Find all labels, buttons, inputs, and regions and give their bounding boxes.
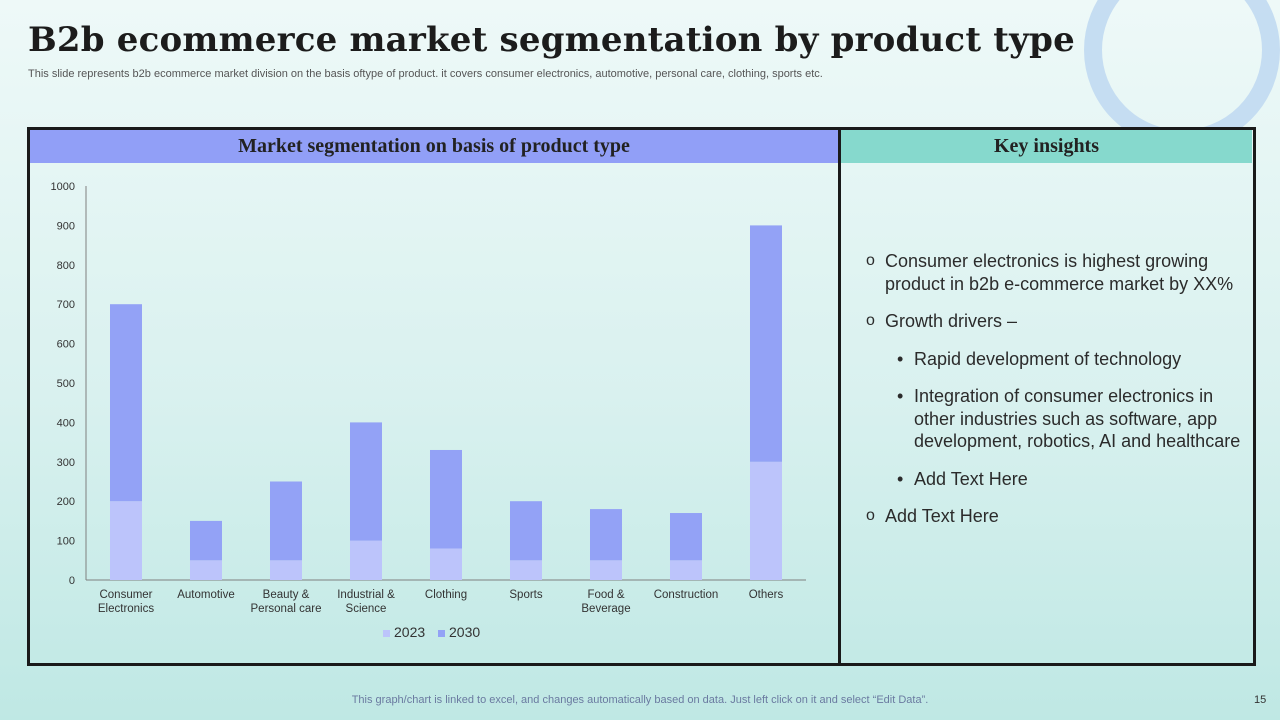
x-tick-label: Industrial & <box>337 589 395 601</box>
legend-label: 2023 <box>394 624 425 640</box>
bar-2023 <box>590 560 622 580</box>
bar-2030 <box>190 520 222 561</box>
insight-text: Add Text Here <box>885 506 999 526</box>
y-tick-label: 0 <box>69 575 75 587</box>
bar-2023 <box>750 461 782 580</box>
legend-label: 2030 <box>449 624 480 640</box>
insights-panel-header: Key insights <box>841 130 1252 163</box>
chart-panel-header: Market segmentation on basis of product … <box>30 130 838 163</box>
x-tick-label: Personal care <box>251 603 322 615</box>
bar-2030 <box>430 449 462 549</box>
bar-2030 <box>590 509 622 561</box>
decorative-ring <box>1084 0 1280 148</box>
x-tick-label: Science <box>346 603 387 615</box>
insight-item: o Consumer electronics is highest growin… <box>866 250 1246 295</box>
bar-2023 <box>110 501 142 580</box>
panel-divider <box>838 127 841 666</box>
content-frame <box>27 127 1256 666</box>
bar-2030 <box>350 422 382 541</box>
x-tick-label: Clothing <box>425 589 467 601</box>
bar-2030 <box>670 513 702 561</box>
x-tick-label: Beauty & <box>263 589 310 601</box>
y-tick-label: 400 <box>57 417 75 429</box>
x-tick-label: Automotive <box>177 589 235 601</box>
bar-2023 <box>510 560 542 580</box>
y-tick-label: 1000 <box>51 181 75 193</box>
x-tick-label: Sports <box>509 589 542 601</box>
y-tick-label: 100 <box>57 536 75 548</box>
bar-2030 <box>750 225 782 462</box>
bar-2023 <box>190 560 222 580</box>
stacked-bar-chart[interactable]: 0 100 200 300 400 500 600 700 800 900 1000 Consumer… <box>30 163 838 660</box>
key-insights-list: o Consumer electronics is highest growin… <box>866 250 1246 543</box>
legend-swatch-2023 <box>383 630 390 637</box>
legend-swatch-2030 <box>438 630 445 637</box>
y-tick-label: 900 <box>57 220 75 232</box>
insight-subtext: Rapid development of technology <box>914 348 1182 369</box>
y-tick-label: 500 <box>57 378 75 390</box>
y-tick-label: 700 <box>57 299 75 311</box>
x-tick-label: Construction <box>654 589 719 601</box>
insight-text: Consumer electronics is highest growing … <box>885 251 1234 294</box>
circle-bullet-icon: o <box>866 252 875 269</box>
footer-note: This graph/chart is linked to excel, and… <box>351 694 929 706</box>
insight-item: o Growth drivers – <box>866 310 1246 333</box>
circle-bullet-icon: o <box>866 507 875 524</box>
bar-2023 <box>270 560 302 580</box>
bar-2023 <box>670 560 702 580</box>
slide-subtitle: This slide represents b2b ecommerce mark… <box>28 68 823 80</box>
insight-text: Growth drivers – <box>885 311 1018 331</box>
insight-subitem: • Rapid development of technology <box>866 348 1246 371</box>
dot-bullet-icon: • <box>897 468 904 489</box>
y-tick-label: 600 <box>57 339 75 351</box>
insight-subtext: Integration of consumer electronics in o… <box>914 386 1241 451</box>
dot-bullet-icon: • <box>897 386 904 406</box>
y-tick-label: 200 <box>57 496 75 508</box>
y-tick-label: 800 <box>57 260 75 272</box>
page-number: 15 <box>1254 694 1267 706</box>
slide-title: B2b ecommerce market segmentation by pro… <box>28 20 1075 60</box>
circle-bullet-icon: o <box>866 312 875 329</box>
insight-subitem: • Integration of consumer electronics in… <box>866 385 1246 453</box>
bar-2030 <box>110 304 142 502</box>
x-tick-label: Others <box>749 589 784 601</box>
y-tick-label: 300 <box>57 457 75 469</box>
dot-bullet-icon: • <box>897 348 904 369</box>
insight-subtext: Add Text Here <box>914 468 1028 489</box>
insight-item: o Add Text Here <box>866 505 1246 528</box>
bar-2023 <box>430 548 462 580</box>
bar-2030 <box>510 501 542 561</box>
x-tick-label: Beverage <box>581 603 630 615</box>
bar-2030 <box>270 481 302 561</box>
insight-subitem: • Add Text Here <box>866 468 1246 491</box>
x-tick-label: Consumer <box>99 589 152 601</box>
x-tick-label: Food & <box>587 589 624 601</box>
bar-2023 <box>350 540 382 580</box>
x-tick-label: Electronics <box>98 603 154 615</box>
